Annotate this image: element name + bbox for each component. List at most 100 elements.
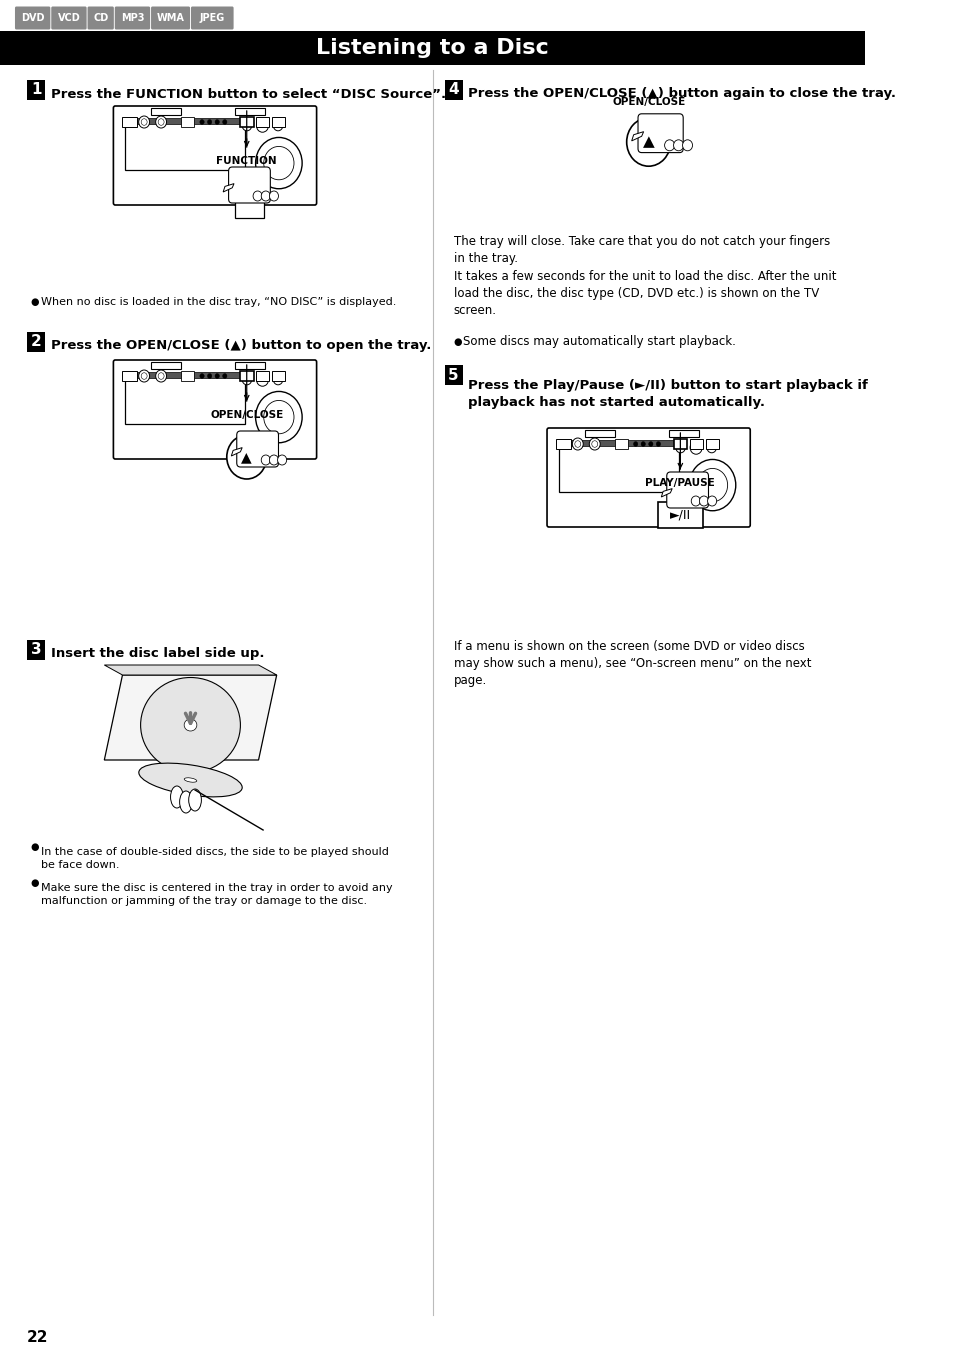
Bar: [556, 439, 570, 450]
Circle shape: [656, 140, 664, 150]
FancyBboxPatch shape: [638, 113, 682, 153]
Polygon shape: [104, 666, 276, 675]
Bar: [234, 362, 265, 369]
Circle shape: [697, 468, 727, 502]
Circle shape: [277, 455, 286, 464]
Polygon shape: [660, 489, 672, 497]
Circle shape: [656, 441, 659, 447]
Text: Press the OPEN/CLOSE (▲) button again to close the tray.: Press the OPEN/CLOSE (▲) button again to…: [468, 88, 895, 100]
Text: JPEG: JPEG: [199, 14, 225, 23]
Circle shape: [199, 120, 204, 124]
Bar: [673, 439, 686, 450]
Text: ●: ●: [453, 338, 461, 347]
Circle shape: [255, 138, 302, 189]
Circle shape: [648, 441, 652, 447]
Polygon shape: [223, 184, 233, 192]
Bar: [255, 116, 269, 127]
Bar: [0, 31, 864, 65]
Text: If a menu is shown on the screen (some DVD or video discs
may show such a menu),: If a menu is shown on the screen (some D…: [453, 640, 810, 687]
Text: ▲: ▲: [241, 450, 252, 464]
Circle shape: [575, 440, 580, 447]
FancyBboxPatch shape: [229, 167, 270, 202]
Bar: [558, 444, 678, 491]
Circle shape: [141, 373, 147, 379]
FancyBboxPatch shape: [113, 360, 316, 459]
Text: DVD: DVD: [21, 14, 45, 23]
Text: CD: CD: [93, 14, 109, 23]
Circle shape: [699, 495, 708, 506]
Circle shape: [214, 120, 219, 124]
Polygon shape: [104, 675, 276, 760]
Circle shape: [589, 437, 599, 450]
Circle shape: [683, 497, 691, 505]
Circle shape: [207, 120, 212, 124]
Text: Make sure the disc is centered in the tray in order to avoid any
malfunction or : Make sure the disc is centered in the tr…: [41, 883, 392, 906]
FancyBboxPatch shape: [236, 431, 278, 467]
Circle shape: [158, 119, 164, 126]
Circle shape: [255, 392, 302, 443]
Ellipse shape: [189, 788, 201, 811]
Bar: [240, 370, 253, 382]
Circle shape: [214, 374, 219, 378]
Circle shape: [222, 374, 227, 378]
Circle shape: [664, 140, 674, 151]
Bar: [444, 80, 462, 100]
Bar: [657, 502, 702, 528]
Bar: [558, 440, 678, 446]
Bar: [668, 431, 698, 436]
Circle shape: [253, 190, 262, 201]
Circle shape: [138, 116, 150, 128]
Bar: [689, 439, 702, 450]
Text: ▲: ▲: [642, 135, 654, 150]
Circle shape: [155, 116, 167, 128]
Circle shape: [633, 441, 638, 447]
FancyBboxPatch shape: [51, 7, 87, 30]
Text: 4: 4: [448, 82, 458, 97]
Text: Insert the disc label side up.: Insert the disc label side up.: [51, 648, 264, 660]
Circle shape: [158, 373, 164, 379]
Circle shape: [263, 146, 294, 180]
Bar: [253, 440, 261, 460]
FancyBboxPatch shape: [114, 7, 150, 30]
FancyBboxPatch shape: [151, 7, 190, 30]
Circle shape: [242, 120, 252, 131]
Bar: [614, 439, 627, 450]
Ellipse shape: [179, 791, 193, 813]
Circle shape: [269, 455, 278, 464]
Text: It takes a few seconds for the unit to load the disc. After the unit
load the di: It takes a few seconds for the unit to l…: [453, 270, 835, 317]
Text: FUNCTION: FUNCTION: [216, 157, 276, 166]
Circle shape: [155, 370, 167, 382]
Bar: [683, 481, 691, 501]
Text: The tray will close. Take care that you do not catch your fingers
in the tray.: The tray will close. Take care that you …: [453, 235, 829, 265]
Bar: [255, 370, 269, 382]
Circle shape: [591, 440, 598, 447]
Text: WMA: WMA: [156, 14, 184, 23]
Text: In the case of double-sided discs, the side to be played should
be face down.: In the case of double-sided discs, the s…: [41, 846, 388, 871]
FancyBboxPatch shape: [88, 7, 113, 30]
Circle shape: [691, 495, 700, 506]
Text: When no disc is loaded in the disc tray, “NO DISC” is displayed.: When no disc is loaded in the disc tray,…: [41, 297, 395, 306]
Ellipse shape: [139, 763, 242, 796]
Circle shape: [245, 192, 253, 201]
Circle shape: [274, 120, 282, 131]
Text: 22: 22: [28, 1331, 49, 1346]
Text: Press the Play/Pause (►/II) button to start playback if
playback has not started: Press the Play/Pause (►/II) button to st…: [468, 379, 867, 409]
Circle shape: [269, 190, 278, 201]
Circle shape: [261, 455, 270, 464]
Text: Press the FUNCTION button to select “DISC Source”.: Press the FUNCTION button to select “DIS…: [51, 88, 445, 100]
Circle shape: [253, 455, 261, 464]
FancyBboxPatch shape: [666, 472, 708, 508]
Bar: [125, 123, 245, 170]
Circle shape: [227, 435, 267, 479]
Bar: [151, 362, 181, 369]
Circle shape: [256, 119, 268, 132]
Circle shape: [688, 459, 735, 510]
Circle shape: [261, 190, 270, 201]
Text: Press the OPEN/CLOSE (▲) button to open the tray.: Press the OPEN/CLOSE (▲) button to open …: [51, 339, 431, 352]
Text: Listening to a Disc: Listening to a Disc: [316, 38, 549, 58]
Bar: [584, 431, 614, 436]
Ellipse shape: [171, 786, 183, 809]
Text: ●: ●: [30, 842, 39, 852]
Bar: [125, 117, 245, 124]
Text: Some discs may automatically start playback.: Some discs may automatically start playb…: [462, 336, 735, 348]
